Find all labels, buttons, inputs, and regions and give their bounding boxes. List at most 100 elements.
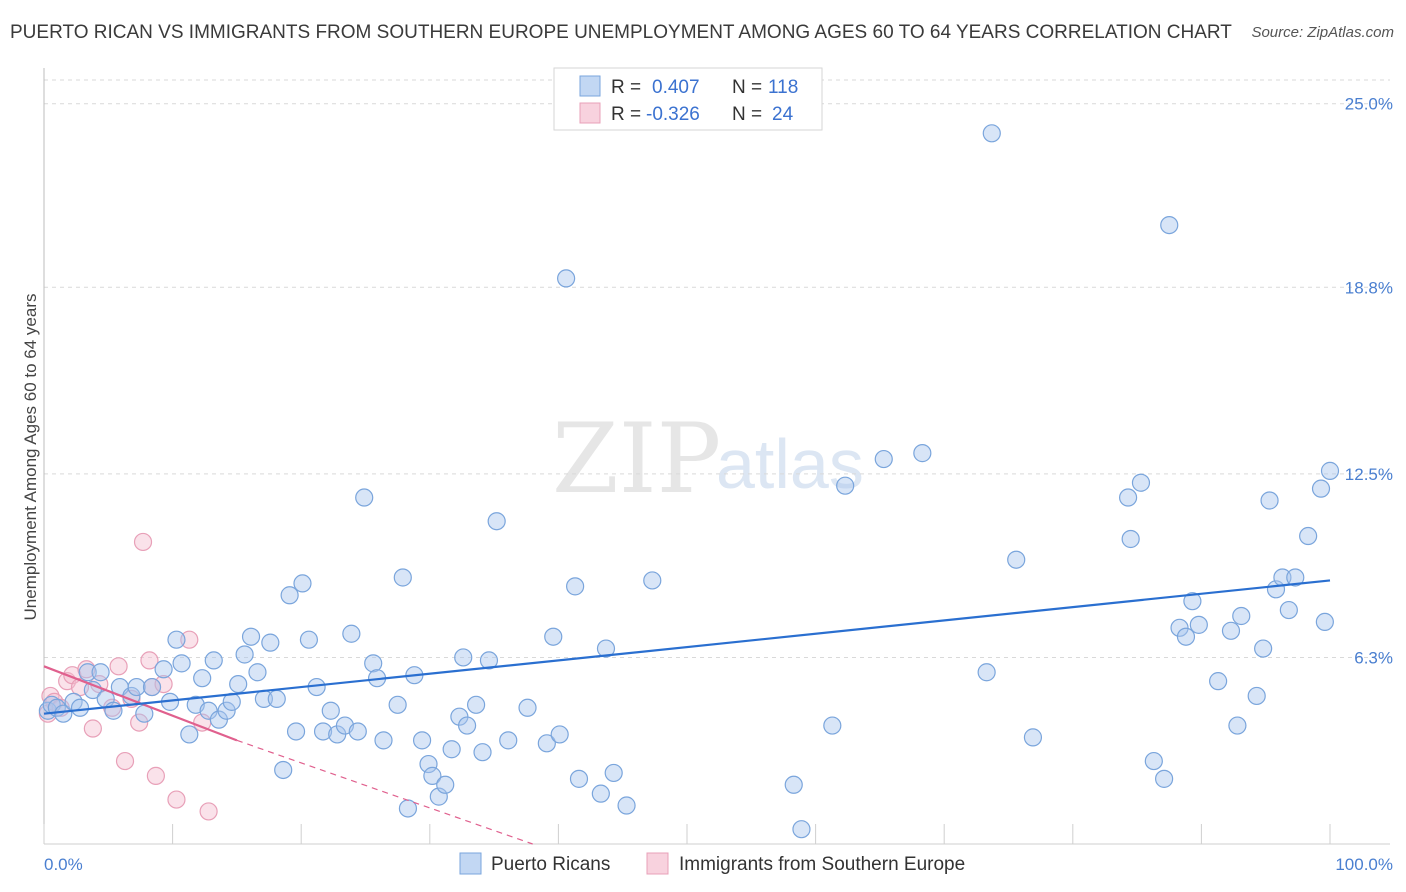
data-point-puerto-ricans — [1023, 728, 1043, 747]
data-point-puerto-ricans — [355, 488, 374, 507]
x-tick-marks — [43, 824, 1331, 844]
data-point-puerto-ricans — [1144, 751, 1163, 771]
legend-n-value: 24 — [772, 104, 794, 125]
data-point-puerto-ricans — [393, 568, 412, 587]
data-point-puerto-ricans — [784, 775, 803, 794]
data-point-puerto-ricans — [235, 645, 254, 664]
data-point-puerto-ricans — [604, 763, 623, 783]
legend-n-label: N = — [732, 104, 762, 125]
data-point-puerto-ricans — [544, 627, 563, 646]
watermark: ZIP atlas — [552, 403, 864, 515]
data-point-puerto-ricans — [193, 669, 212, 688]
data-point-puerto-ricans — [1121, 529, 1140, 549]
data-point-puerto-ricans — [261, 633, 280, 652]
watermark-atlas: atlas — [716, 425, 864, 503]
data-point-puerto-ricans — [1228, 716, 1247, 735]
data-point-immigrants — [146, 766, 165, 785]
data-point-puerto-ricans — [374, 731, 393, 750]
data-point-puerto-ricans — [1299, 526, 1318, 546]
data-point-puerto-ricans — [473, 743, 492, 762]
data-point-immigrants — [199, 802, 218, 821]
y-tick-labels: 6.3% 12.5% 18.8% 25.0% — [1345, 95, 1393, 668]
data-point-puerto-ricans — [293, 574, 312, 593]
y-tick-label: 25.0% — [1345, 95, 1393, 114]
data-point-puerto-ricans — [457, 716, 477, 735]
data-point-puerto-ricans — [313, 722, 333, 741]
data-point-puerto-ricans — [466, 695, 486, 714]
data-point-puerto-ricans — [1286, 568, 1305, 587]
data-point-puerto-ricans — [286, 722, 306, 741]
legend-r-label: R = — [611, 77, 641, 98]
data-point-puerto-ricans — [1160, 216, 1179, 235]
data-point-immigrants — [115, 751, 135, 771]
data-point-puerto-ricans — [423, 766, 442, 785]
data-point-puerto-ricans — [436, 775, 455, 794]
legend-swatch-puerto-ricans — [459, 852, 482, 875]
data-point-puerto-ricans — [792, 820, 811, 839]
data-point-puerto-ricans — [1131, 473, 1151, 492]
data-point-puerto-ricans — [566, 577, 585, 596]
data-point-puerto-ricans — [913, 444, 932, 463]
data-point-puerto-ricans — [280, 586, 299, 605]
series-puerto-ricans-points — [38, 124, 1340, 839]
data-point-puerto-ricans — [248, 663, 267, 682]
data-point-immigrants — [154, 674, 173, 694]
x-tick-label-max: 100.0% — [1335, 855, 1393, 874]
data-point-puerto-ricans — [321, 701, 340, 720]
data-point-puerto-ricans — [1118, 488, 1138, 507]
data-point-puerto-ricans — [348, 722, 367, 741]
data-point-puerto-ricans — [204, 651, 223, 670]
data-point-puerto-ricans — [217, 701, 236, 720]
data-point-puerto-ricans — [569, 769, 589, 788]
data-point-puerto-ricans — [429, 787, 448, 806]
data-point-puerto-ricans — [977, 663, 996, 682]
data-point-puerto-ricans — [172, 654, 191, 673]
y-tick-label: 18.8% — [1345, 278, 1393, 297]
data-point-immigrants — [109, 657, 128, 676]
gridlines — [44, 79, 1390, 658]
data-point-immigrants — [180, 630, 199, 649]
data-point-puerto-ricans — [1232, 606, 1251, 626]
data-point-puerto-ricans — [1320, 461, 1340, 480]
data-point-puerto-ricans — [267, 689, 286, 708]
y-axis-title: Unemployment Among Ages 60 to 64 years — [21, 294, 40, 621]
legend-n-label: N = — [732, 77, 762, 98]
data-point-puerto-ricans — [419, 754, 438, 774]
legend-r-value: 0.407 — [652, 77, 700, 98]
data-point-puerto-ricans — [442, 740, 461, 759]
data-point-puerto-ricans — [499, 731, 518, 750]
data-point-puerto-ricans — [643, 571, 662, 590]
data-point-puerto-ricans — [836, 476, 855, 495]
series-legend: Puerto Ricans Immigrants from Southern E… — [459, 852, 965, 875]
data-point-puerto-ricans — [342, 624, 361, 643]
data-point-immigrants — [140, 651, 159, 670]
data-point-puerto-ricans — [1155, 769, 1174, 788]
data-point-puerto-ricans — [1247, 686, 1266, 706]
legend-r-label: R = — [611, 104, 641, 125]
legend-label-immigrants: Immigrants from Southern Europe — [679, 854, 965, 875]
data-point-puerto-ricans — [874, 449, 893, 469]
data-point-puerto-ricans — [1007, 550, 1026, 569]
data-point-puerto-ricans — [274, 760, 293, 780]
data-point-puerto-ricans — [596, 639, 616, 658]
data-point-puerto-ricans — [537, 734, 556, 753]
data-point-puerto-ricans — [1176, 627, 1196, 646]
legend-swatch-pink — [579, 102, 601, 124]
legend-label-puerto-ricans: Puerto Ricans — [491, 854, 610, 875]
data-point-puerto-ricans — [1254, 639, 1273, 658]
y-tick-label: 12.5% — [1345, 465, 1393, 484]
data-point-puerto-ricans — [127, 677, 146, 697]
trend-line-puerto-ricans — [43, 579, 1331, 715]
data-point-puerto-ricans — [91, 663, 110, 682]
data-point-puerto-ricans — [1311, 479, 1331, 498]
series-immigrants-points — [38, 532, 218, 821]
data-point-puerto-ricans — [823, 716, 842, 735]
data-point-immigrants — [83, 719, 102, 738]
data-point-puerto-ricans — [1209, 672, 1228, 691]
data-point-puerto-ricans — [1260, 491, 1279, 510]
legend-r-value: -0.326 — [646, 104, 700, 125]
data-point-puerto-ricans — [412, 731, 432, 750]
legend-swatch-immigrants — [646, 852, 669, 875]
data-point-immigrants — [133, 532, 153, 552]
